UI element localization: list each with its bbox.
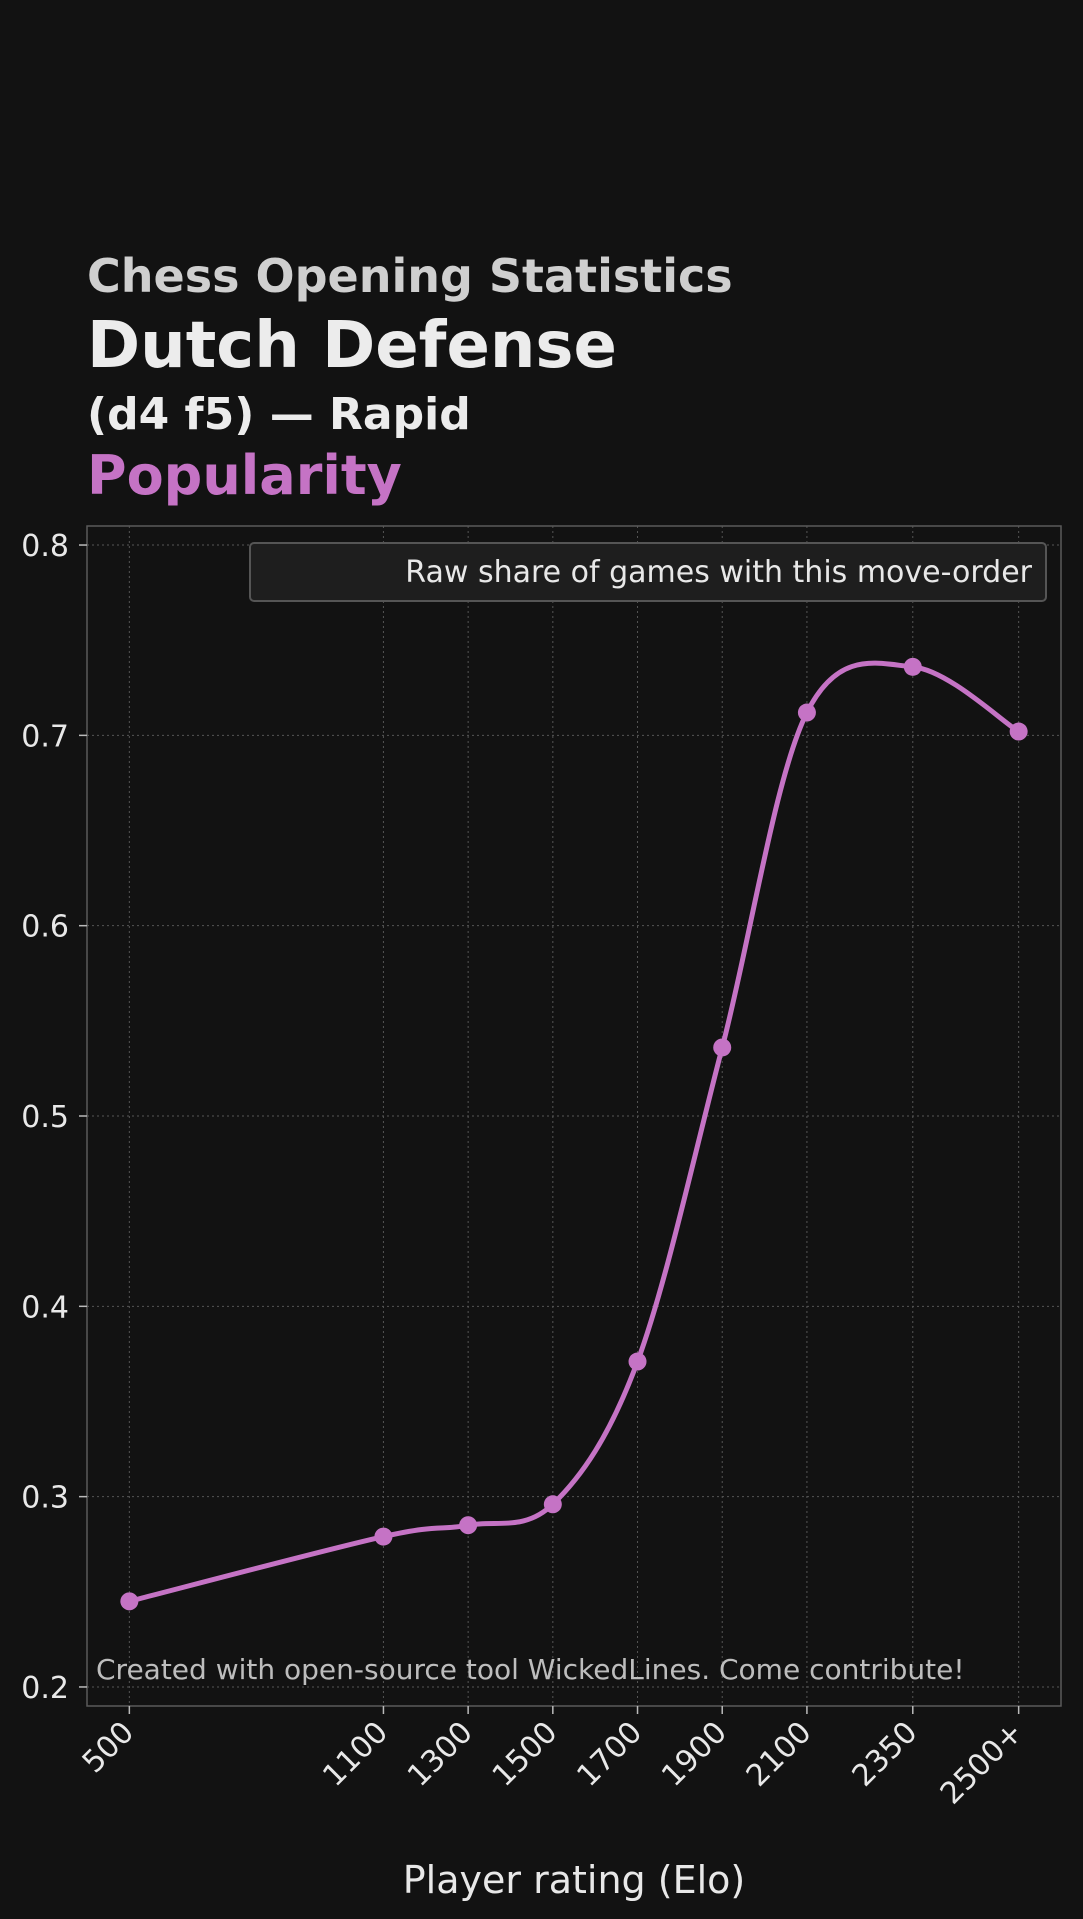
data-point <box>543 1495 562 1514</box>
y-tick-label: 0.3 <box>21 1481 69 1516</box>
legend-box <box>249 542 1047 602</box>
x-tick-label: 2350 <box>846 1715 925 1794</box>
data-point <box>374 1527 393 1546</box>
data-point <box>713 1038 732 1057</box>
data-point <box>903 657 922 676</box>
x-tick-label: 1900 <box>655 1715 734 1794</box>
y-tick-label: 0.6 <box>21 910 69 945</box>
y-tick-label: 0.2 <box>21 1671 69 1706</box>
chart-subtitle: (d4 f5) — Rapid <box>87 389 471 440</box>
y-tick-label: 0.5 <box>21 1100 69 1135</box>
x-tick-label: 1100 <box>316 1715 395 1794</box>
data-point <box>797 703 816 722</box>
metric-title: Popularity <box>87 444 402 507</box>
x-tick-label: 1700 <box>570 1715 649 1794</box>
legend: Raw share of games with this move-order <box>249 542 1047 602</box>
data-point <box>120 1592 139 1611</box>
axis-ticks: 0.2 0.3 0.4 0.5 0.6 0.7 0.8 500 1100 1300 1500 1700… <box>21 529 1030 1811</box>
series-line <box>126 660 1022 1604</box>
grid-lines <box>87 526 1061 1706</box>
y-tick-label: 0.8 <box>21 529 69 564</box>
x-axis-label: Player rating (Elo) <box>403 1858 745 1902</box>
y-tick-label: 0.4 <box>21 1290 69 1325</box>
chart-supertitle: Chess Opening Statistics <box>87 249 733 303</box>
footer-annotation: Created with open-source tool WickedLine… <box>96 1653 965 1686</box>
series-layer <box>120 657 1028 1611</box>
y-tick-label: 0.7 <box>21 719 69 754</box>
data-point <box>628 1352 647 1371</box>
x-tick-label: 2500+ <box>934 1715 1031 1812</box>
data-point <box>1009 722 1028 741</box>
x-tick-label: 1500 <box>486 1715 565 1794</box>
x-tick-label: 1300 <box>401 1715 480 1794</box>
chart-title: Dutch Defense <box>87 309 617 383</box>
x-tick-label: 2100 <box>740 1715 819 1794</box>
x-tick-label: 500 <box>76 1715 141 1780</box>
data-point <box>459 1516 478 1535</box>
legend-label: Raw share of games with this move-order <box>405 555 1032 590</box>
